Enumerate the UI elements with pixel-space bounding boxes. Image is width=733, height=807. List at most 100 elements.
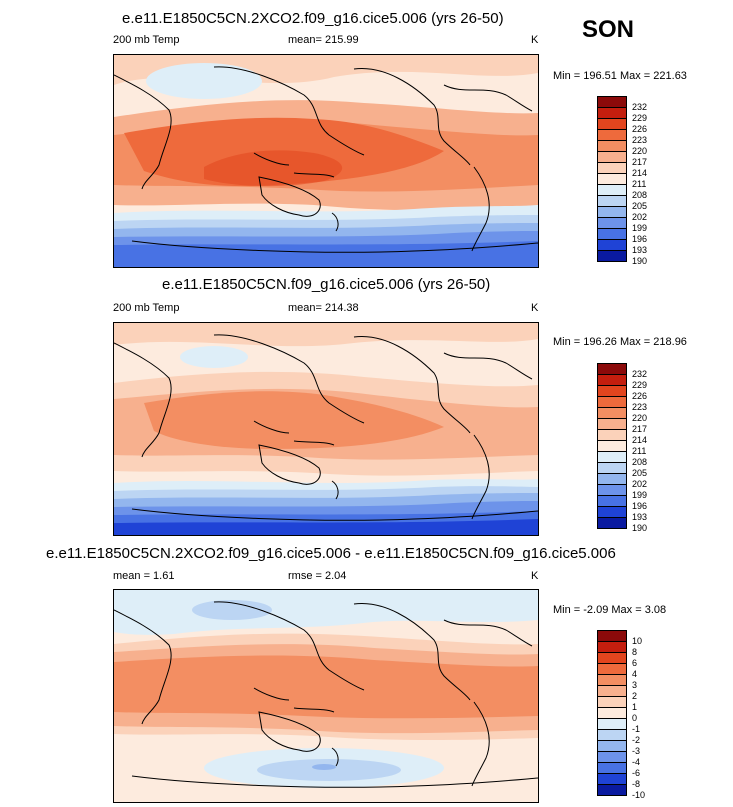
panel-2-variable-label: 200 mb Temp <box>113 302 180 314</box>
panel-1-tick: 208 <box>632 190 648 200</box>
panel-1-tick: 229 <box>632 113 648 123</box>
panel-3-tick: 0 <box>632 713 638 723</box>
panel-1-swatch <box>598 107 626 118</box>
panel-3-minmax: Min = -2.09 Max = 3.08 <box>553 604 667 616</box>
panel-1-contour-field <box>114 55 538 267</box>
panel-1-swatch <box>598 129 626 140</box>
panel-2-tick: 232 <box>632 369 648 379</box>
panel-2-tick: 214 <box>632 435 648 445</box>
panel-3-swatch <box>598 652 626 663</box>
panel-1-swatch <box>598 217 626 228</box>
panel-3-swatch <box>598 773 626 784</box>
panel-2-tick: 202 <box>632 479 648 489</box>
panel-1-swatch <box>598 184 626 195</box>
panel-1-swatch <box>598 173 626 184</box>
panel-1-tick: 220 <box>632 146 648 156</box>
panel-2-tick: 226 <box>632 391 648 401</box>
panel-1-tick: 226 <box>632 124 648 134</box>
panel-1-swatch <box>598 239 626 250</box>
panel-3-swatch <box>598 641 626 652</box>
panel-1-minmax: Min = 196.51 Max = 221.63 <box>553 70 687 82</box>
panel-2-tick: 208 <box>632 457 648 467</box>
panel-1-swatch <box>598 140 626 151</box>
panel-2-tick: 220 <box>632 413 648 423</box>
panel-3-mean-label: mean = 1.61 <box>113 570 175 582</box>
panel-1-colorbar: 232 229 226 223 220 217 214 211 208 205 … <box>597 96 647 266</box>
panel-3-tick: -3 <box>632 746 641 756</box>
panel-3-swatch <box>598 663 626 674</box>
panel-1-tick: 205 <box>632 201 648 211</box>
panel-1-tick: 190 <box>632 256 648 266</box>
panel-1-tick: 196 <box>632 234 648 244</box>
panel-1-tick: 223 <box>632 135 648 145</box>
panel-2-minmax: Min = 196.26 Max = 218.96 <box>553 336 687 348</box>
panel-2-map <box>113 322 539 536</box>
panel-1-tick: 232 <box>632 102 648 112</box>
panel-1-tick: 211 <box>632 179 647 189</box>
panel-3-contour-field <box>114 590 538 802</box>
panel-3-tick: -4 <box>632 757 641 767</box>
panel-3-tick: -6 <box>632 768 641 778</box>
panel-3-tick: 4 <box>632 669 638 679</box>
panel-3-rmse-label: rmse = 2.04 <box>288 570 347 582</box>
panel-3-swatch <box>598 718 626 729</box>
panel-2-swatch <box>598 473 626 484</box>
panel-3-swatch <box>598 696 626 707</box>
panel-2-tick: 223 <box>632 402 648 412</box>
panel-3-colorbar: 10 8 6 4 3 2 1 0 -1 -2 -3 -4 -6 -8 -10 <box>597 630 645 800</box>
panel-3-tick: -8 <box>632 779 641 789</box>
panel-2-tick: 196 <box>632 501 648 511</box>
panel-2-tick: 199 <box>632 490 648 500</box>
panel-2-swatch <box>598 440 626 451</box>
panel-1-swatch <box>598 195 626 206</box>
panel-1-swatch <box>598 228 626 239</box>
panel-2-swatch <box>598 385 626 396</box>
panel-2-swatch <box>598 517 626 528</box>
panel-3-tick: 10 <box>632 636 643 646</box>
panel-3-tick: 1 <box>632 702 638 712</box>
panel-2-tick: 193 <box>632 512 648 522</box>
panel-2-swatch <box>598 407 626 418</box>
panel-2-tick: 229 <box>632 380 648 390</box>
panel-1-swatch <box>598 97 626 107</box>
panel-1-swatch <box>598 151 626 162</box>
panel-2-mean-label: mean= 214.38 <box>288 302 359 314</box>
panel-1-map <box>113 54 539 268</box>
panel-3-swatch <box>598 740 626 751</box>
panel-3-tick: 8 <box>632 647 638 657</box>
panel-2-swatch <box>598 418 626 429</box>
panel-3-swatch <box>598 707 626 718</box>
panel-2-colorbar: 232 229 226 223 220 217 214 211 208 205 … <box>597 363 647 533</box>
panel-1-tick: 217 <box>632 157 648 167</box>
panel-3-swatch <box>598 784 626 795</box>
panel-2-swatch <box>598 374 626 385</box>
panel-3-title: e.e11.E1850C5CN.2XCO2.f09_g16.cice5.006 … <box>46 545 616 562</box>
panel-3-tick: 6 <box>632 658 638 668</box>
panel-3-units-label: K <box>531 570 539 582</box>
panel-1-tick: 214 <box>632 168 648 178</box>
panel-2-swatch <box>598 484 626 495</box>
panel-1-tick: 202 <box>632 212 648 222</box>
panel-3-swatch <box>598 685 626 696</box>
panel-2-swatch <box>598 495 626 506</box>
panel-2-swatch <box>598 429 626 440</box>
panel-2-swatch <box>598 451 626 462</box>
panel-3-tick: 2 <box>632 691 638 701</box>
panel-3-swatch <box>598 631 626 641</box>
panel-2-swatch <box>598 506 626 517</box>
panel-1-mean-label: mean= 215.99 <box>288 34 359 46</box>
panel-3-tick: -2 <box>632 735 641 745</box>
panel-1-swatch <box>598 162 626 173</box>
panel-1-title: e.e11.E1850C5CN.2XCO2.f09_g16.cice5.006 … <box>122 10 504 27</box>
panel-1-swatch <box>598 250 626 261</box>
panel-2-swatch <box>598 364 626 374</box>
panel-1-units-label: K <box>531 34 539 46</box>
panel-3-swatch <box>598 674 626 685</box>
panel-1-tick: 193 <box>632 245 648 255</box>
panel-3-map <box>113 589 539 803</box>
panel-3-tick: -10 <box>632 790 646 800</box>
panel-2-tick: 217 <box>632 424 648 434</box>
panel-1-variable-label: 200 mb Temp <box>113 34 180 46</box>
panel-1-tick: 199 <box>632 223 648 233</box>
panel-1-swatch <box>598 206 626 217</box>
